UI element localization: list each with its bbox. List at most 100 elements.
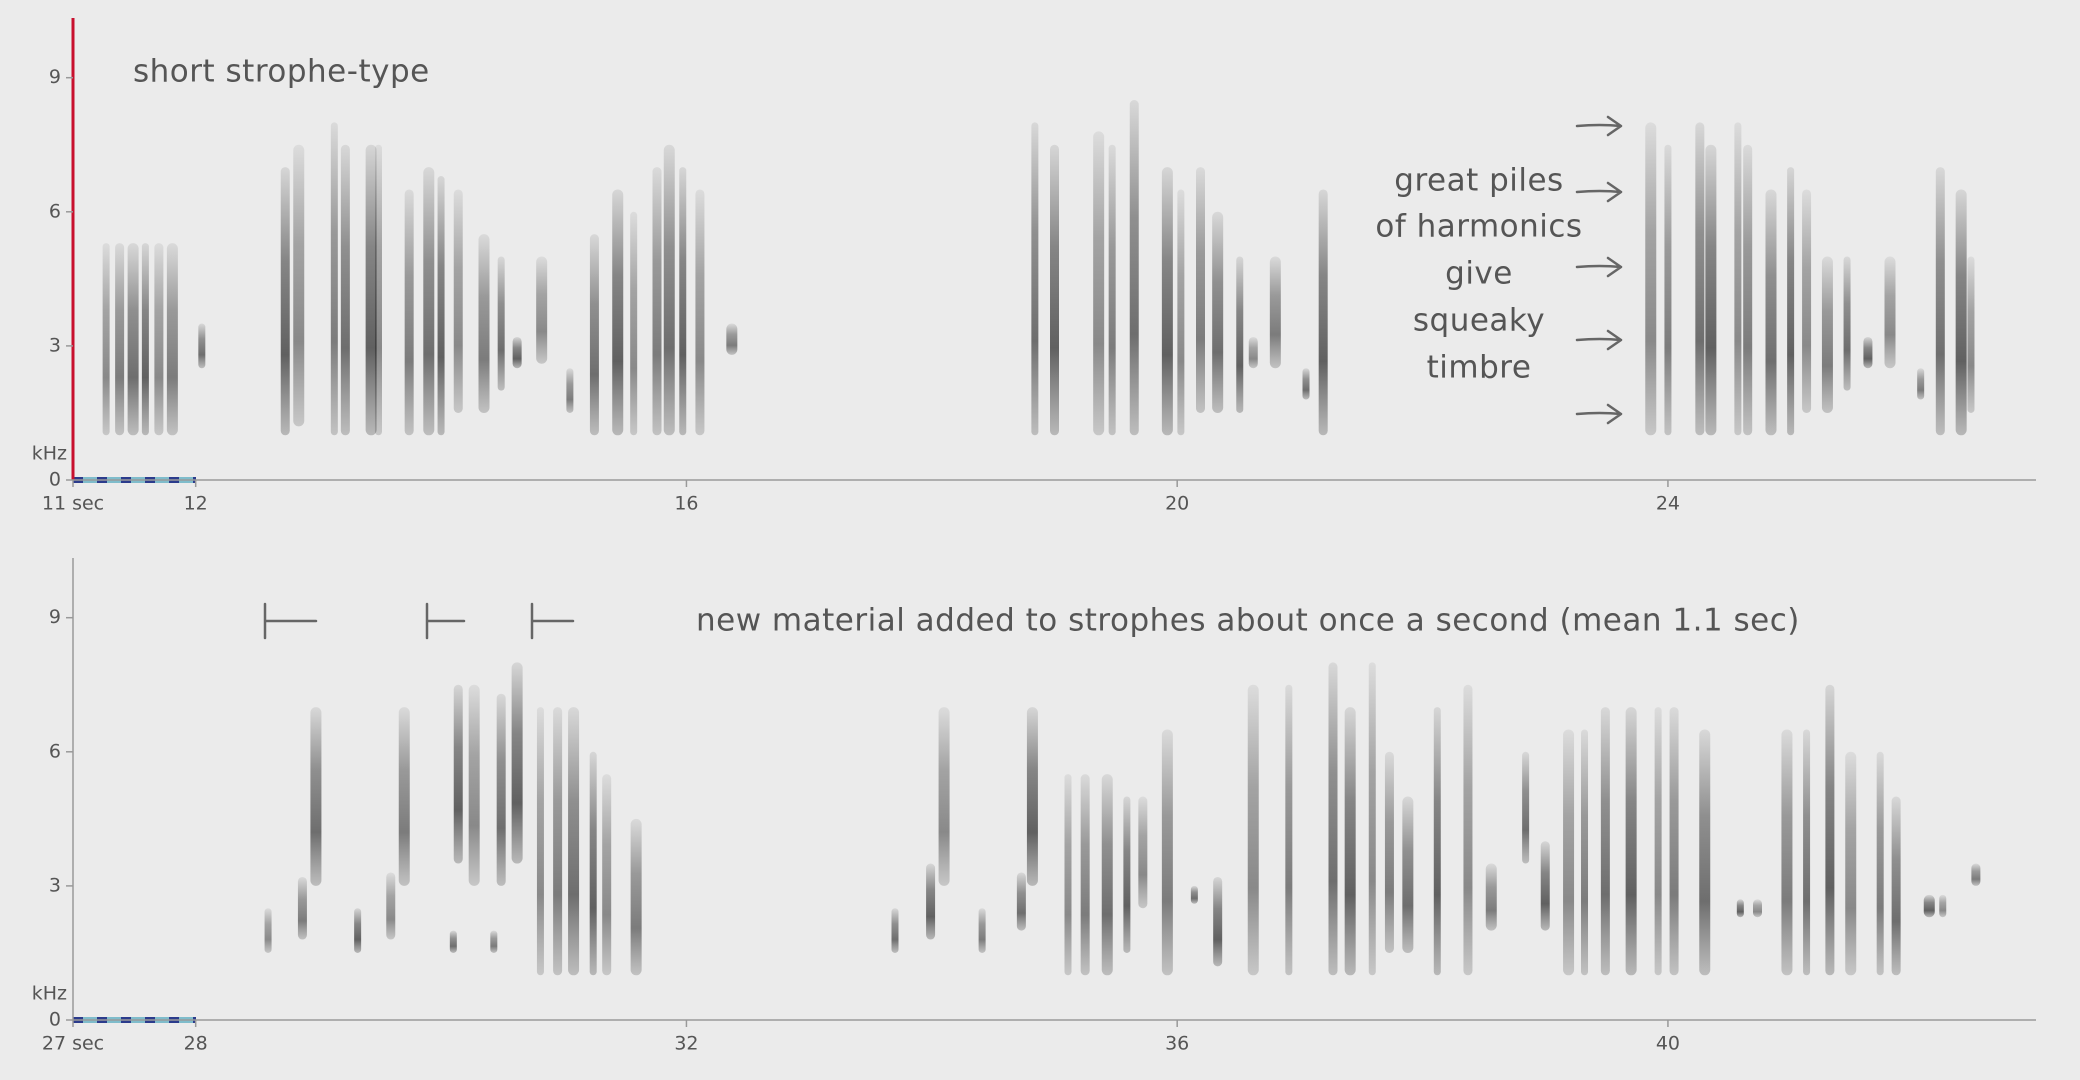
annotation-line: timbre <box>1427 350 1532 386</box>
sound-streak <box>891 908 899 953</box>
sound-streak <box>1080 774 1090 976</box>
interval-brackets <box>263 602 575 640</box>
sound-streak <box>1138 796 1148 909</box>
sound-streak <box>1195 167 1205 413</box>
sound-streak <box>1734 122 1742 436</box>
sound-streak <box>115 243 125 436</box>
spectrogram-panel: 0 3 6 9 kHz 11 sec 12 16 20 24 short strophe-type g… <box>32 18 2036 515</box>
sound-streak <box>566 368 574 413</box>
sound-streak <box>1884 256 1896 369</box>
sound-streak <box>663 144 675 436</box>
sound-streak <box>1971 863 1981 886</box>
sound-streak <box>1236 256 1244 413</box>
sound-streak <box>1328 662 1338 976</box>
sound-streak <box>398 707 410 886</box>
annotation-title: new material added to strophes about onc… <box>696 603 1800 639</box>
sound-streak <box>612 189 624 436</box>
sound-streak <box>938 707 950 886</box>
sound-streak <box>926 863 936 940</box>
sound-streak <box>589 234 599 436</box>
sound-streak <box>1752 899 1762 918</box>
sound-streak <box>1016 872 1026 931</box>
sound-streak <box>1787 167 1795 436</box>
sound-streak <box>1302 368 1310 400</box>
x-tick-label: 36 <box>1165 1033 1189 1055</box>
sound-streak <box>1123 796 1131 953</box>
sound-streak <box>1825 684 1835 976</box>
sound-streak <box>354 908 362 953</box>
sound-streak <box>1522 751 1530 864</box>
annotation-line: give <box>1445 256 1513 292</box>
sound-streak <box>1843 256 1851 391</box>
sound-streak <box>453 189 463 413</box>
sound-streak <box>310 707 322 886</box>
sound-streak <box>1161 729 1173 976</box>
sound-streak <box>1384 751 1394 953</box>
sound-streak <box>1285 684 1293 976</box>
sound-streak <box>1967 256 1975 413</box>
sound-streak <box>602 774 612 976</box>
sound-streak <box>280 167 290 436</box>
sound-streak <box>695 189 705 436</box>
y-tick-label: 6 <box>49 200 61 222</box>
sound-streak <box>630 211 638 436</box>
y-unit: kHz <box>32 443 67 465</box>
sound-streak <box>437 176 445 436</box>
y-tick-label: 9 <box>49 606 61 628</box>
sound-streak <box>1433 707 1441 976</box>
y-unit: kHz <box>32 983 67 1005</box>
sound-streak <box>1190 885 1198 904</box>
y-tick-label: 3 <box>49 874 61 896</box>
sound-streak <box>536 707 544 976</box>
sound-streak <box>102 243 110 436</box>
sound-streak <box>330 122 338 436</box>
annotation-title: short strophe-type <box>133 54 430 90</box>
sound-streak <box>1101 774 1113 976</box>
sound-streak <box>1213 876 1223 967</box>
sound-streak <box>1935 167 1945 436</box>
sound-streak <box>1765 189 1777 436</box>
sound-streak <box>1654 707 1662 976</box>
sound-streak <box>293 144 305 427</box>
sound-streak <box>1093 131 1105 436</box>
x-tick-label: 12 <box>184 493 208 515</box>
sound-streak <box>1247 684 1259 976</box>
sound-streak <box>141 243 149 436</box>
sound-streak <box>1803 729 1811 976</box>
sound-streak <box>264 908 272 953</box>
sound-streak <box>726 323 738 355</box>
y-tick-label: 9 <box>49 66 61 88</box>
sound-streak <box>1031 122 1039 436</box>
y-tick-label: 3 <box>49 334 61 356</box>
x-tick-label: 11 sec <box>42 493 104 515</box>
sound-streak <box>1695 122 1705 436</box>
sound-streak <box>1736 899 1744 918</box>
sound-streak <box>1563 729 1575 976</box>
sound-streak <box>1248 336 1258 369</box>
sound-streak <box>423 167 435 436</box>
sound-streak <box>1177 189 1185 436</box>
sound-streak <box>365 144 377 436</box>
y-tick-label: 6 <box>49 740 61 762</box>
sound-streak <box>386 872 396 940</box>
annotation-line: great piles <box>1394 163 1563 199</box>
sound-streak <box>1269 256 1281 369</box>
sound-streak <box>1645 122 1657 436</box>
sound-streak <box>340 144 350 436</box>
sound-streak <box>496 693 506 886</box>
sound-streak <box>490 930 498 953</box>
sound-streak <box>1318 189 1328 436</box>
sound-streak <box>679 167 687 436</box>
sound-streak <box>468 684 480 886</box>
sound-streak <box>511 662 523 864</box>
arrows <box>1575 115 1623 425</box>
sound-streak <box>536 256 548 364</box>
sound-streak <box>978 908 986 953</box>
sound-streak <box>1108 144 1116 436</box>
sound-streak <box>497 256 505 391</box>
sound-streak <box>1891 796 1901 976</box>
sound-streak <box>1845 751 1857 976</box>
x-tick-label: 40 <box>1656 1033 1680 1055</box>
sound-streak <box>589 751 597 976</box>
